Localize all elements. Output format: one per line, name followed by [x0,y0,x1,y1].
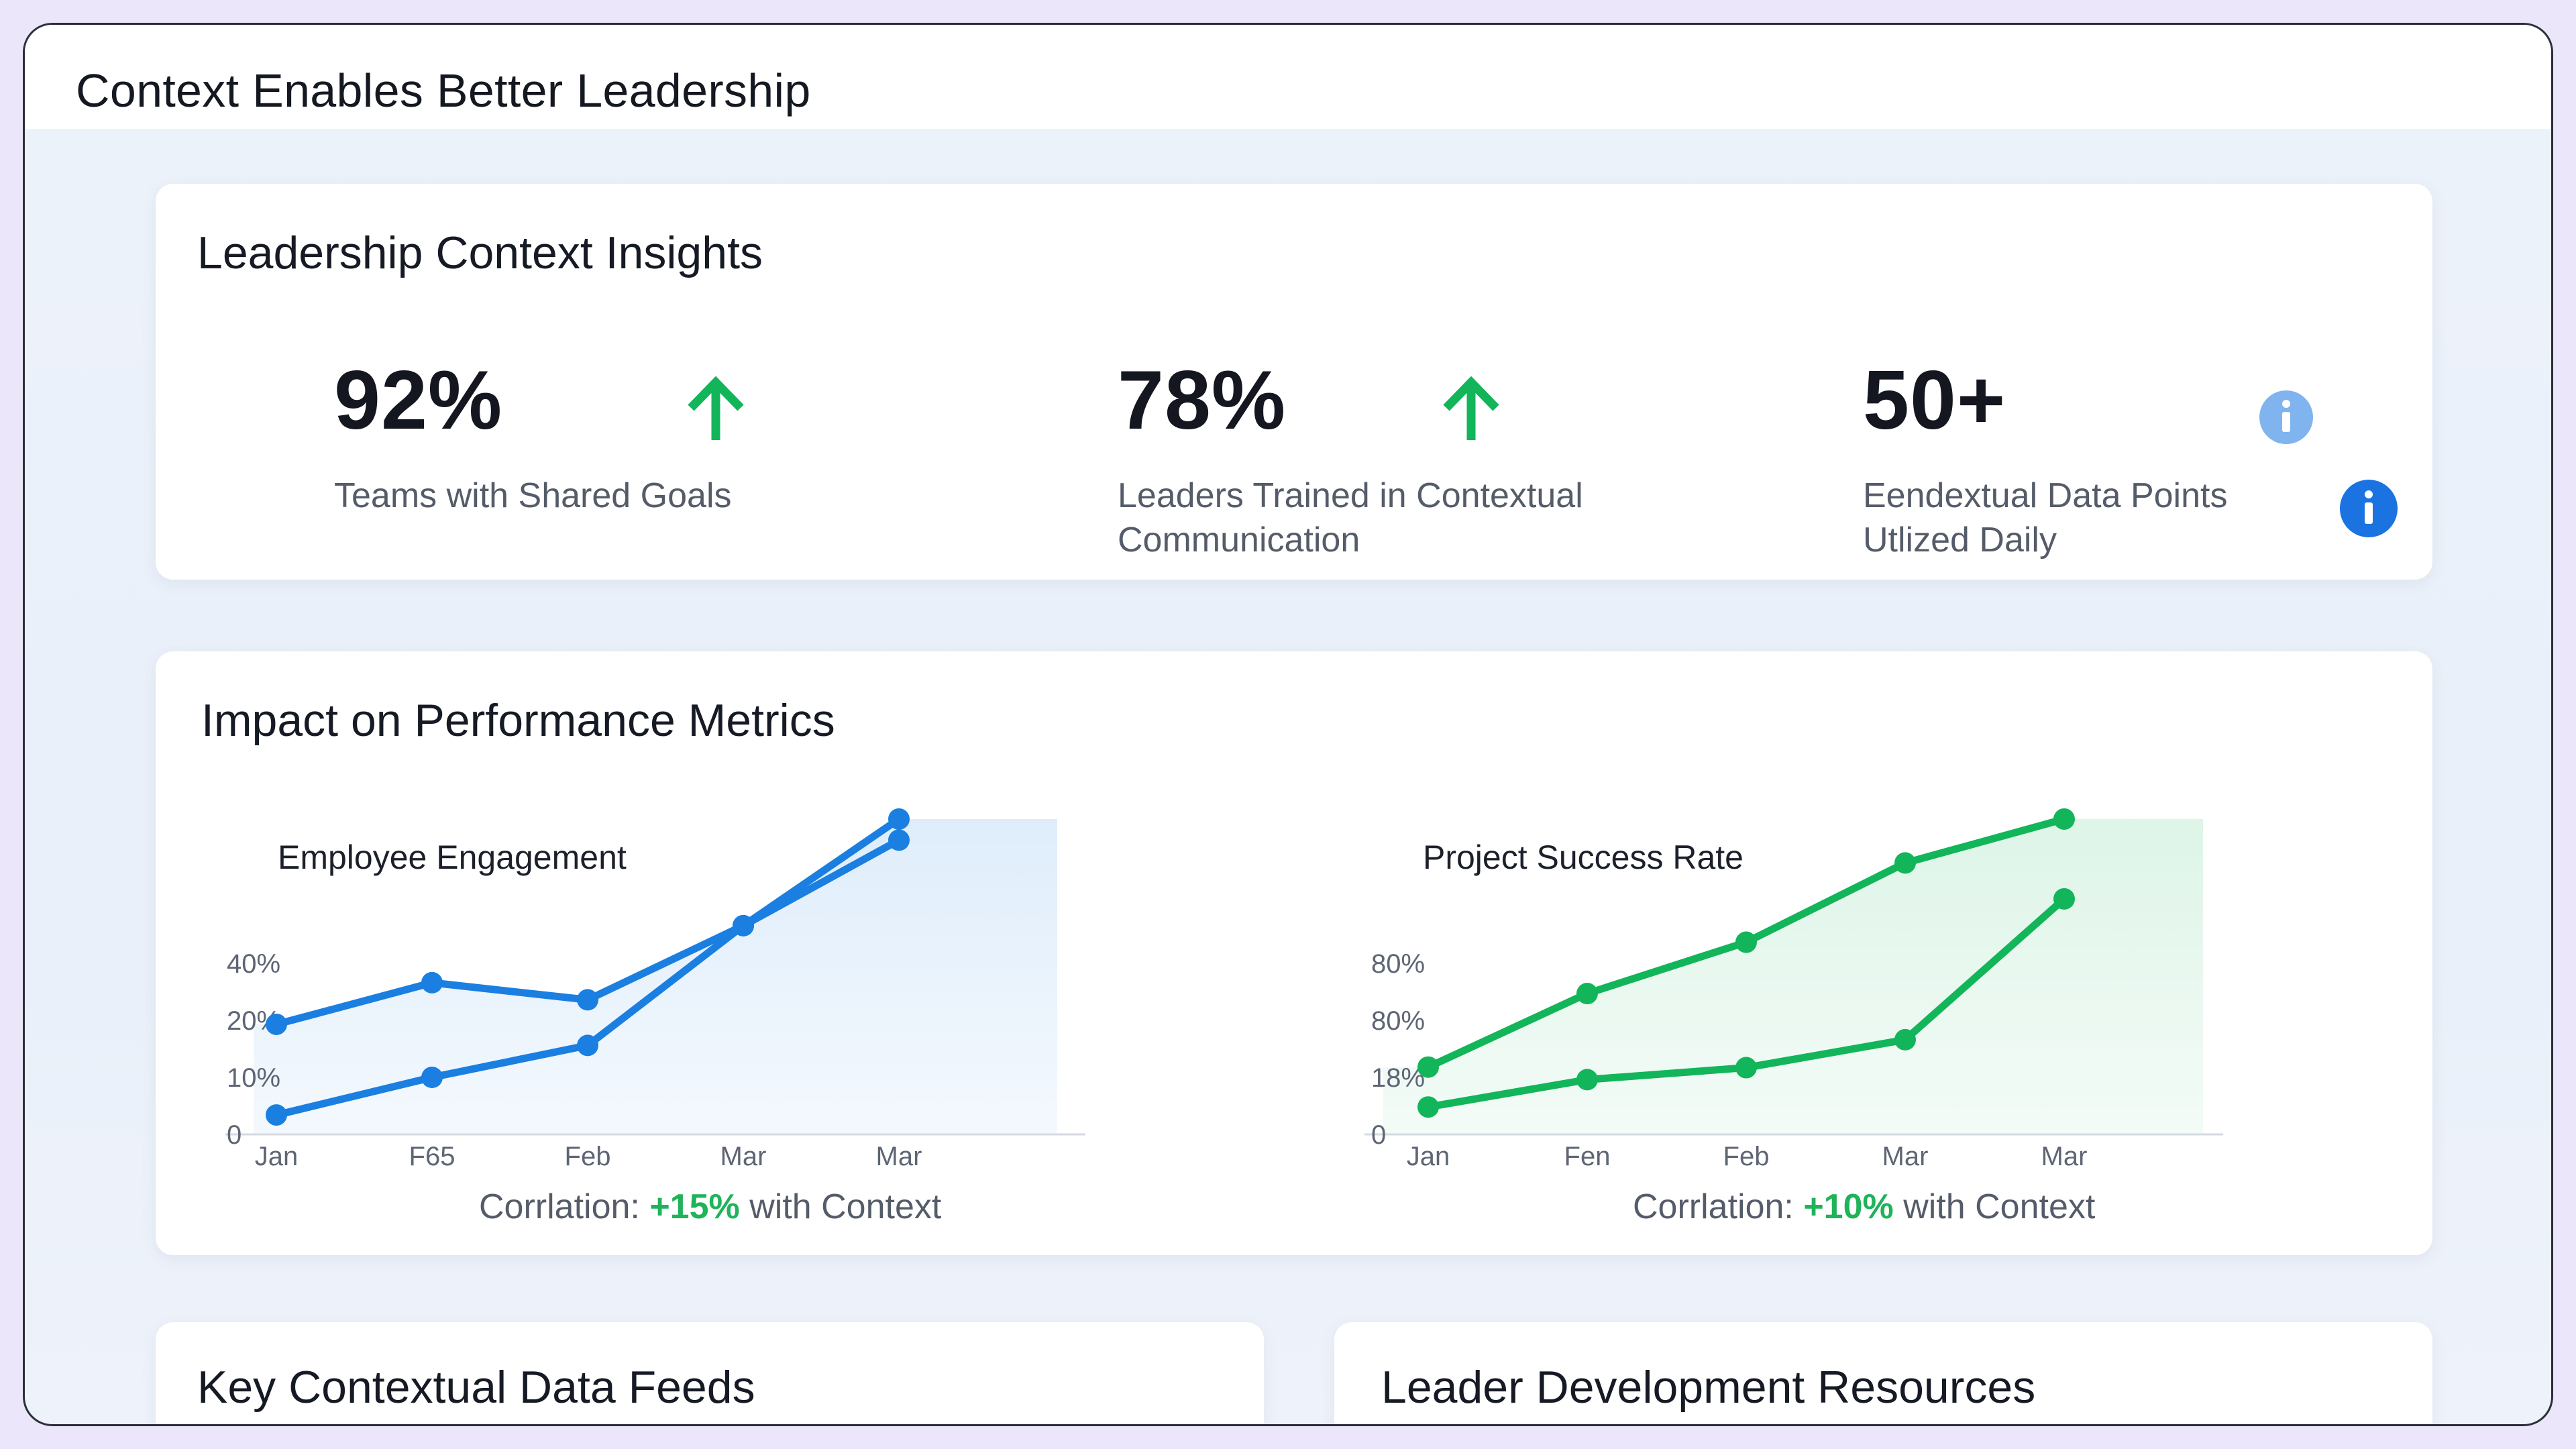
kpi-value: 50+ [1863,354,2006,447]
y-tick-label: 0 [227,1120,241,1150]
data-point [1735,931,1757,953]
x-tick-label: Fen [1564,1142,1611,1171]
title-bar: Context Enables Better Leadership [25,25,2551,130]
kpi-label: Teams with Shared Goals [334,474,732,518]
kpi-label-line: Teams with Shared Goals [334,476,732,515]
x-tick-label: Mar [2041,1142,2088,1171]
data-point [2053,808,2075,830]
resources-title: Leader Development Resources [1381,1362,2036,1413]
data-point [1417,1056,1439,1078]
success-chart-title: Project Success Rate [1423,839,1743,876]
engagement-correlation: Corrlation: +15% with Context [479,1187,941,1227]
y-tick-label: 40% [227,949,280,979]
data-point [266,1104,287,1126]
y-tick-label: 10% [227,1063,280,1093]
x-tick-label: Mar [876,1142,922,1171]
kpi-label-line: Leaders Trained in Contextual [1118,476,1583,515]
data-point [733,914,754,936]
x-tick-label: Feb [565,1142,611,1171]
info-icon[interactable] [2339,478,2399,539]
kpi-label-line: Eendextual Data Points [1863,476,2228,515]
kpi-value: 92% [334,354,503,447]
correlation-suffix: with Context [739,1187,942,1226]
engagement-chart-title: Employee Engagement [278,839,627,876]
x-tick-label: Mar [1882,1142,1929,1171]
kpi-value: 78% [1118,354,1287,447]
correlation-prefix: Corrlation: [479,1187,650,1226]
y-tick-label: 18% [1371,1063,1425,1093]
x-tick-label: F65 [409,1142,455,1171]
resources-card: Leader Development Resources [1334,1322,2432,1424]
x-tick-label: Jan [255,1142,299,1171]
kpi-label: Leaders Trained in Contextual Communicat… [1118,474,1583,562]
data-point [577,1034,598,1057]
performance-card: Impact on Performance Metrics Employee E… [156,651,2432,1255]
data-point [577,989,598,1011]
data-point [1894,1028,1916,1051]
data-point [266,1013,287,1035]
insights-card: Leadership Context Insights 92% Teams wi… [156,184,2432,580]
correlation-value: +10% [1803,1187,1894,1226]
data-point [1735,1057,1757,1079]
data-feeds-card: Key Contextual Data Feeds [156,1322,1264,1424]
correlation-suffix: with Context [1893,1187,2096,1226]
kpi-label: Eendextual Data Points Utlized Daily [1863,474,2227,562]
y-tick-label: 0 [1371,1120,1386,1150]
data-point [888,808,910,830]
x-tick-label: Mar [720,1142,767,1171]
performance-title: Impact on Performance Metrics [201,695,835,746]
data-point [1576,983,1598,1005]
data-feeds-title: Key Contextual Data Feeds [197,1362,755,1413]
kpi-label-line: Communication [1118,521,1360,559]
arrow-up-icon [1443,376,1499,440]
info-icon[interactable] [2258,389,2314,445]
data-point [421,1067,443,1088]
app-window: Context Enables Better Leadership Leader… [23,23,2553,1426]
correlation-prefix: Corrlation: [1633,1187,1804,1226]
data-point [421,971,443,994]
app-title: Context Enables Better Leadership [76,64,811,117]
success-correlation: Corrlation: +10% with Context [1633,1187,2095,1227]
correlation-value: +15% [649,1187,740,1226]
data-point [2053,888,2075,910]
x-tick-label: Feb [1723,1142,1770,1171]
data-point [1417,1096,1439,1118]
kpi-label-line: Utlized Daily [1863,521,2057,559]
y-tick-label: 80% [1371,949,1425,979]
y-tick-label: 80% [1371,1006,1425,1036]
data-point [888,829,910,851]
chart-area-fill [254,818,1057,1134]
insights-title: Leadership Context Insights [197,227,763,278]
x-tick-label: Jan [1407,1142,1450,1171]
arrow-up-icon [688,376,744,440]
chart-area-fill [1383,818,2203,1134]
data-point [1894,852,1916,874]
data-point [1576,1069,1598,1091]
